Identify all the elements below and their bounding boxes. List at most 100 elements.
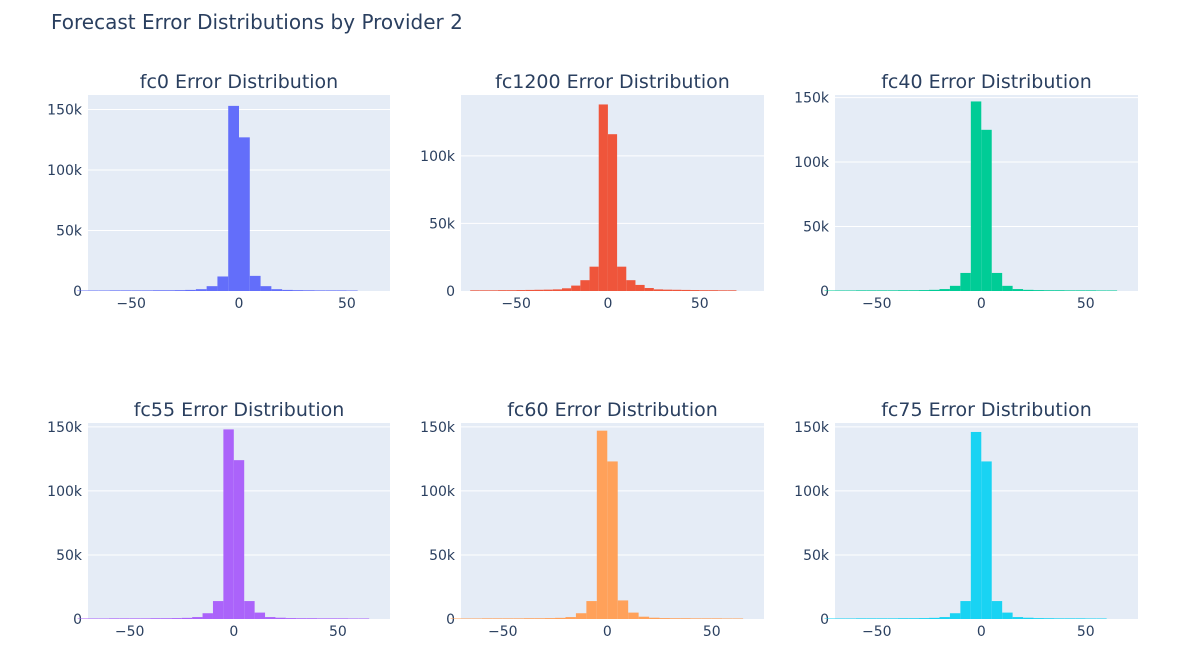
histogram-bar (711, 618, 723, 619)
histogram-bar (513, 618, 524, 619)
histogram-bar (325, 290, 337, 291)
histogram-bar (586, 601, 597, 619)
histogram-bar (119, 618, 130, 619)
histogram-bar (348, 618, 359, 619)
y-tick-label: 150k (47, 420, 83, 436)
histogram-bar (98, 618, 109, 619)
y-tick-label: 100k (420, 149, 456, 165)
histogram-bar (638, 616, 650, 619)
y-tick-label: 150k (47, 103, 83, 119)
histogram-bar (876, 618, 888, 619)
histogram-bar (471, 618, 482, 619)
histogram-bar (303, 290, 315, 291)
histogram-bar (1043, 618, 1055, 619)
histogram-bar (141, 290, 153, 291)
histogram-bar (690, 290, 700, 291)
histogram-bar (195, 289, 207, 291)
histogram-bar (887, 618, 898, 619)
y-tick-label: 50k (429, 216, 456, 232)
y-tick-label: 0 (73, 284, 82, 300)
x-tick-label: 0 (603, 296, 612, 312)
histogram-bar (163, 290, 175, 291)
histogram-bar (233, 460, 245, 619)
histogram-bar (824, 618, 835, 619)
histogram-bar (991, 272, 1003, 291)
histogram-bar (1012, 289, 1024, 291)
histogram-bar (185, 289, 196, 291)
y-tick-label: 100k (47, 163, 83, 179)
histogram-bar (626, 280, 636, 291)
histogram-bar (217, 276, 229, 291)
histogram-bar (1033, 290, 1044, 291)
histogram-bar (653, 289, 663, 291)
histogram-bar (949, 613, 961, 619)
x-tick-label: 50 (338, 296, 356, 312)
subplot-title: fc1200 Error Distribution (495, 71, 730, 93)
histogram-bar (562, 288, 572, 291)
x-tick-label: −50 (116, 296, 146, 312)
x-tick-label: 50 (1077, 296, 1095, 312)
histogram-bar (644, 288, 654, 291)
histogram-bar (939, 617, 950, 619)
histogram-bar (659, 618, 670, 619)
histogram-bar (174, 290, 186, 291)
histogram-bar (239, 137, 250, 291)
y-tick-label: 50k (803, 220, 830, 236)
y-tick-label: 100k (794, 484, 830, 500)
histogram-bar (525, 289, 535, 291)
histogram-bar (991, 601, 1003, 619)
histogram-bar (845, 290, 856, 291)
histogram-bar (254, 612, 266, 619)
histogram-bar (1023, 289, 1034, 291)
histogram-bar (732, 618, 744, 619)
histogram-bar (249, 275, 261, 291)
histogram-bar (1075, 618, 1086, 619)
y-tick-label: 100k (47, 484, 83, 500)
histogram-bar (534, 289, 544, 291)
histogram-bar (479, 290, 489, 291)
histogram-bar (897, 618, 909, 619)
subplot-title: fc75 Error Distribution (881, 399, 1092, 421)
histogram-bar (1054, 618, 1065, 619)
histogram-bar (918, 290, 930, 291)
x-tick-label: −50 (862, 624, 892, 640)
histogram-bar (855, 290, 867, 291)
histogram-bar (628, 612, 639, 619)
histogram-bar (160, 618, 172, 619)
subplot-title: fc40 Error Distribution (881, 71, 1092, 93)
x-tick-label: 0 (977, 624, 986, 640)
y-tick-label: 50k (56, 548, 83, 564)
histogram-bar (171, 618, 182, 619)
x-tick-label: −50 (115, 624, 145, 640)
chart-title: Forecast Error Distributions by Provider… (51, 10, 463, 34)
histogram-bar (1023, 617, 1034, 619)
y-tick-label: 50k (56, 224, 83, 240)
histogram-bar (1043, 290, 1055, 291)
x-tick-label: 0 (235, 296, 244, 312)
histogram-bar (722, 618, 733, 619)
histogram-bar (635, 284, 645, 291)
histogram-bar (282, 289, 293, 291)
histogram-bar (939, 289, 950, 291)
histogram-bar (897, 290, 909, 291)
histogram-bar (120, 290, 132, 291)
histogram-bar (285, 618, 297, 619)
histogram-bar (131, 290, 142, 291)
histogram-bar (672, 289, 682, 291)
histogram-bar (949, 285, 961, 291)
histogram-bar (680, 618, 691, 619)
histogram-panel-1: 0 50k 100k −50 0 50 fc1200 Error Distribution (420, 71, 764, 312)
y-tick-label: 100k (794, 155, 830, 171)
histogram-bar (649, 617, 660, 619)
histogram-bar (669, 618, 681, 619)
histogram-bar (488, 290, 498, 291)
histogram-bar (708, 290, 719, 291)
histogram-bar (314, 290, 326, 291)
histogram-panel-4: 0 50k 100k 150k −50 0 50 fc60 Error Distributio… (420, 399, 764, 640)
histogram-bar (543, 289, 553, 291)
histogram-bar (244, 601, 255, 619)
y-tick-label: 0 (73, 612, 82, 628)
histogram-bar (1012, 617, 1024, 619)
histogram-bar (1002, 612, 1013, 619)
histogram-bar (565, 617, 576, 619)
